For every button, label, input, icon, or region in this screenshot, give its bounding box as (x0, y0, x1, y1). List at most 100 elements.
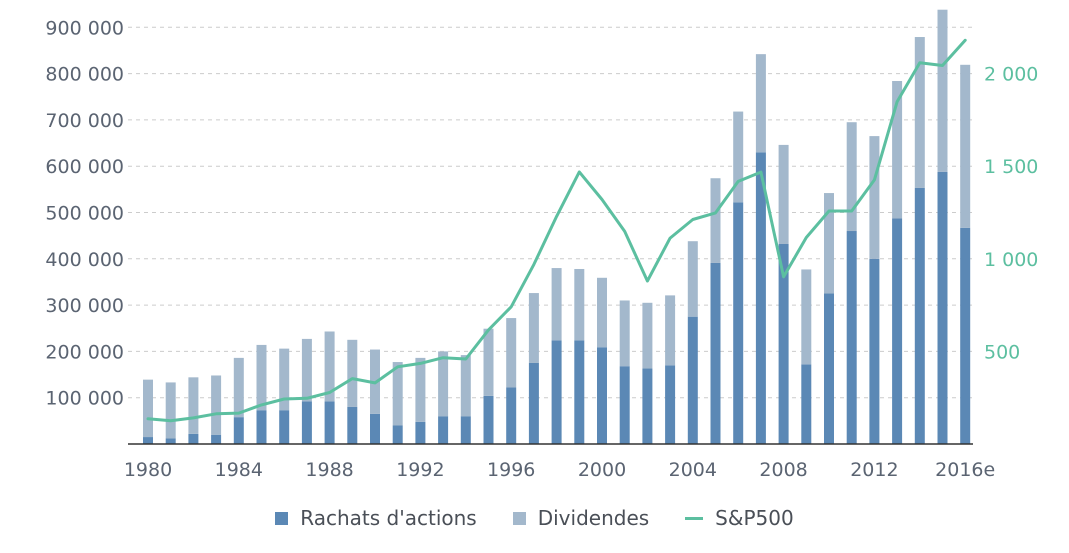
x-tick-label: 2016e (935, 459, 995, 481)
bar-buybacks (687, 316, 698, 444)
bar-buybacks (824, 293, 834, 444)
y-left-tick-label: 800 000 (45, 64, 124, 86)
bar-buybacks (165, 438, 176, 444)
bar-buybacks (438, 416, 449, 444)
bar-dividends (642, 302, 653, 369)
bar-buybacks (233, 417, 244, 444)
bar-buybacks (778, 243, 789, 444)
bar-dividends (824, 193, 834, 294)
bar-dividends (279, 348, 290, 411)
bar-buybacks (619, 366, 630, 444)
legend-swatch-dividends (512, 511, 526, 525)
legend-label-dividends: Dividendes (537, 506, 650, 530)
y-left-tick-label: 500 000 (45, 203, 124, 225)
legend-label-buybacks: Rachats d'actions (300, 506, 477, 530)
bar-dividends (528, 293, 539, 363)
x-tick-label: 1984 (215, 459, 263, 481)
bar-buybacks (914, 187, 925, 444)
y-left-tick-label: 400 000 (45, 249, 124, 271)
bar-dividends (143, 379, 153, 438)
bar-dividends (438, 351, 449, 417)
bar-buybacks (846, 231, 857, 444)
bar-dividends (687, 241, 698, 317)
bar-dividends (801, 269, 812, 365)
y-right-tick-label: 500 (984, 341, 1020, 363)
bar-buybacks (483, 395, 494, 444)
gridlines (128, 26, 973, 399)
bar-buybacks (528, 362, 539, 444)
bar-dividends (301, 338, 312, 402)
y-axis-left: 100 000 200 000 300 000 400 000 500 000 600 0… (45, 17, 124, 409)
bar-buybacks (892, 218, 903, 444)
bar-dividends (483, 328, 494, 396)
bar-buybacks (211, 434, 222, 444)
x-tick-label: 2000 (578, 459, 626, 481)
y-left-tick-label: 100 000 (45, 388, 124, 410)
bar-buybacks (392, 425, 403, 444)
bar-buybacks (256, 410, 267, 444)
bar-buybacks (869, 258, 880, 444)
bar-buybacks (937, 171, 948, 445)
x-tick-label: 2012 (850, 459, 898, 481)
bar-buybacks (460, 416, 471, 444)
legend-item-dividends: Dividendes (512, 506, 650, 530)
bar-buybacks (755, 152, 766, 444)
x-tick-label: 1992 (396, 459, 444, 481)
bar-buybacks (143, 437, 153, 444)
legend-item-buybacks: Rachats d'actions (275, 506, 477, 530)
bar-buybacks (188, 433, 199, 444)
bar-buybacks (733, 202, 744, 444)
legend: Rachats d'actions Dividendes S&P500 (0, 506, 1069, 530)
bar-buybacks (347, 406, 358, 444)
bar-dividends (324, 331, 335, 402)
bar-buybacks (574, 340, 585, 444)
bar-dividends (755, 54, 766, 153)
bar-dividends (710, 178, 721, 263)
legend-label-sp500: S&P500 (715, 506, 794, 530)
bar-dividends (597, 277, 607, 348)
bar-dividends (937, 9, 948, 172)
bar-dividends (165, 382, 176, 439)
y-left-tick-label: 900 000 (45, 17, 124, 39)
bar-dividends (733, 111, 744, 203)
bar-buybacks (597, 347, 607, 444)
legend-swatch-buybacks (275, 511, 289, 525)
bar-dividends (892, 81, 903, 219)
legend-item-sp500: S&P500 (685, 506, 794, 530)
bar-dividends (506, 318, 517, 388)
bar-buybacks (551, 340, 562, 444)
bar-buybacks (324, 401, 335, 444)
sp500-line (146, 38, 967, 423)
bar-dividends (415, 357, 426, 422)
bar-dividends (665, 295, 676, 366)
bar-buybacks (370, 413, 380, 444)
bar-dividends (460, 355, 471, 417)
bar-dividends (914, 37, 925, 188)
y-axis-right: 500 1 000 1 500 2 000 (984, 64, 1038, 364)
bar-dividends (347, 339, 358, 407)
y-left-tick-label: 600 000 (45, 156, 124, 178)
y-right-tick-label: 1 000 (984, 249, 1038, 271)
bar-dividends (211, 375, 222, 435)
bar-buybacks (665, 365, 676, 444)
x-axis-ticks: 1980 1984 1988 1992 1996 2000 2004 2008 2012 2016… (124, 459, 995, 481)
bar-buybacks (710, 262, 721, 444)
y-right-tick-label: 2 000 (984, 64, 1038, 86)
y-left-tick-label: 200 000 (45, 341, 124, 363)
bar-buybacks (415, 421, 426, 444)
x-tick-label: 1996 (487, 459, 535, 481)
bar-dividends (392, 362, 403, 426)
bar-buybacks (960, 227, 971, 444)
bar-buybacks (642, 368, 653, 444)
bar-dividends (551, 268, 562, 341)
bar-dividends (960, 64, 971, 228)
bar-dividends (188, 377, 199, 434)
bar-buybacks (279, 410, 290, 444)
bar-buybacks (506, 387, 517, 444)
bar-buybacks (301, 401, 312, 444)
x-tick-label: 2004 (669, 459, 717, 481)
bar-dividends (256, 344, 267, 411)
y-left-tick-label: 300 000 (45, 295, 124, 317)
bar-buybacks (801, 364, 812, 444)
